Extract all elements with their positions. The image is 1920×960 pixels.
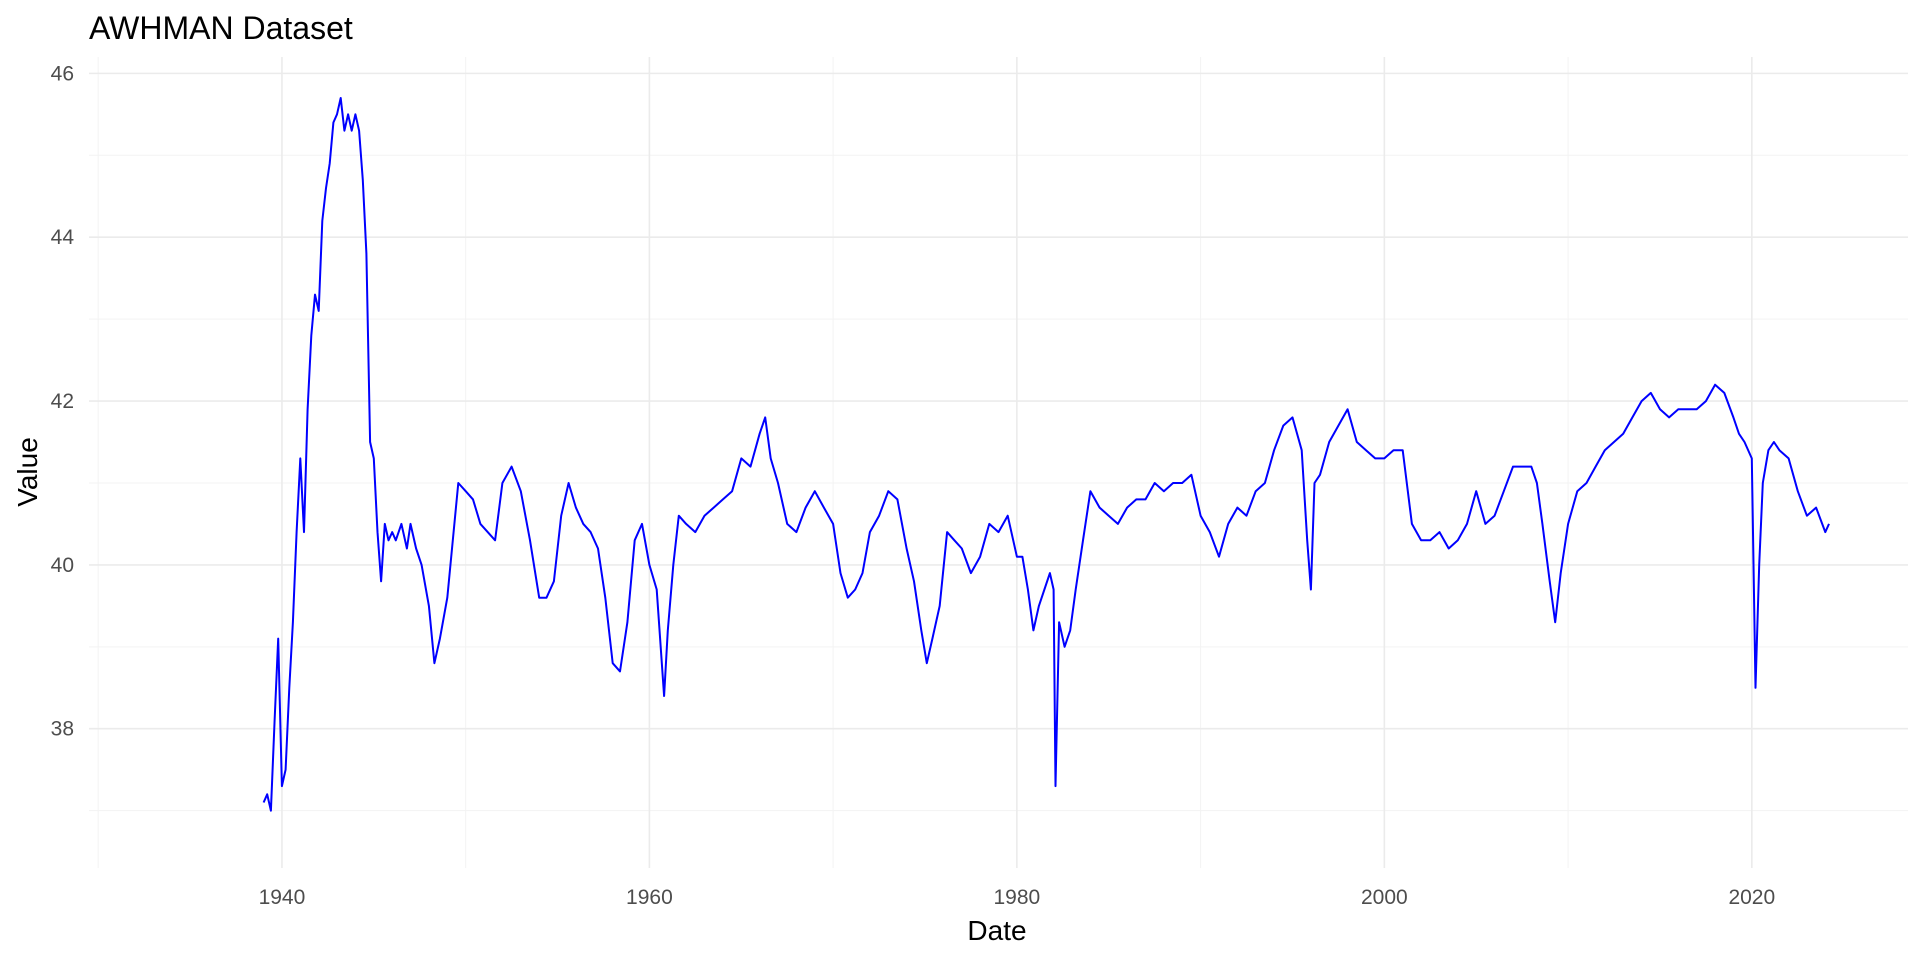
chart-title: AWHMAN Dataset (89, 10, 353, 46)
major-gridlines (89, 57, 1908, 868)
y-tick-label: 46 (51, 62, 74, 85)
x-tick-label: 1980 (994, 886, 1041, 909)
y-tick-label: 38 (51, 718, 74, 741)
y-axis-label: Value (12, 437, 43, 507)
x-tick-label: 1960 (626, 886, 673, 909)
y-axis-ticks: 38 40 42 44 46 (51, 62, 75, 740)
y-tick-label: 42 (51, 390, 74, 413)
series-line (262, 97, 1830, 812)
y-tick-label: 44 (51, 226, 75, 249)
x-axis-ticks: 1940 1960 1980 2000 2020 (259, 886, 1776, 909)
y-tick-label: 40 (51, 554, 74, 577)
x-tick-label: 2020 (1728, 886, 1775, 909)
minor-gridlines (89, 57, 1908, 868)
x-tick-label: 1940 (259, 886, 306, 909)
x-tick-label: 2000 (1361, 886, 1408, 909)
x-axis-label: Date (967, 915, 1026, 946)
